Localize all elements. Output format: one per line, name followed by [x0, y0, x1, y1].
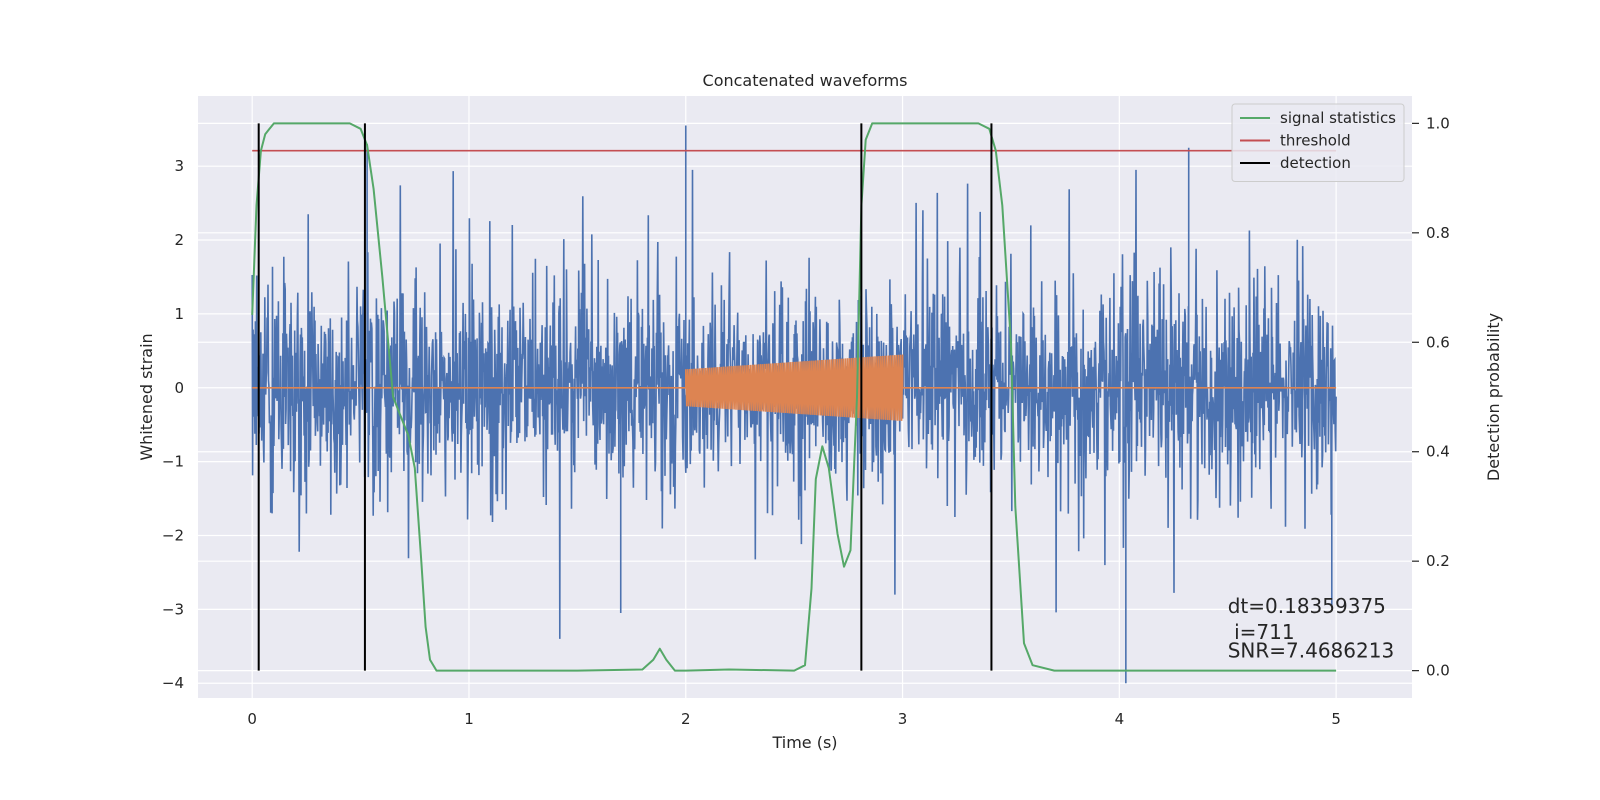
x-tick-label: 2: [681, 710, 691, 728]
injection-series-line: [252, 354, 1337, 421]
signal-statistics-line: [251, 122, 1337, 672]
ticks: 0 1 2 3 4 5 −4 −3 −2 −1 0 1 2 3 0.0 0.2 0.4 0.6 0.8 1.0: [162, 114, 1450, 728]
y2-tick-label: 0.6: [1426, 333, 1450, 351]
annotation-text: dt=0.18359375: [1228, 594, 1386, 618]
series-layer: [251, 122, 1337, 684]
y-tick-label: 2: [174, 231, 184, 249]
y-tick-label: 1: [174, 305, 184, 323]
y-tick-label: −3: [162, 600, 184, 618]
annotation-text: SNR=7.4686213: [1228, 638, 1394, 662]
chart-title: Concatenated waveforms: [703, 71, 908, 90]
x-tick-label: 3: [898, 710, 908, 728]
x-tick-label: 5: [1331, 710, 1341, 728]
y2-tick-label: 0.0: [1426, 662, 1450, 680]
legend-label: signal statistics: [1280, 109, 1396, 127]
y-axis-label: Whitened strain: [137, 333, 156, 460]
x-tick-label: 0: [247, 710, 257, 728]
y2-tick-label: 0.8: [1426, 224, 1450, 242]
x-tick-label: 4: [1115, 710, 1125, 728]
x-axis-label: Time (s): [771, 733, 837, 752]
annotation-text: i=711: [1228, 620, 1295, 644]
y-tick-label: −4: [162, 674, 184, 692]
y2-tick-label: 0.2: [1426, 552, 1450, 570]
y-tick-label: 3: [174, 157, 184, 175]
y-tick-label: −1: [162, 453, 184, 471]
legend-label: threshold: [1280, 132, 1351, 150]
legend: signal statistics threshold detection: [1231, 103, 1405, 182]
y-tick-label: −2: [162, 526, 184, 544]
y2-tick-label: 0.4: [1426, 443, 1450, 461]
legend-box: [1231, 103, 1405, 182]
y-tick-label: 0: [174, 379, 184, 397]
legend-label: detection: [1280, 154, 1351, 172]
x-tick-label: 1: [464, 710, 474, 728]
y2-tick-label: 1.0: [1426, 114, 1450, 132]
y2-axis-label: Detection probability: [1484, 313, 1503, 481]
